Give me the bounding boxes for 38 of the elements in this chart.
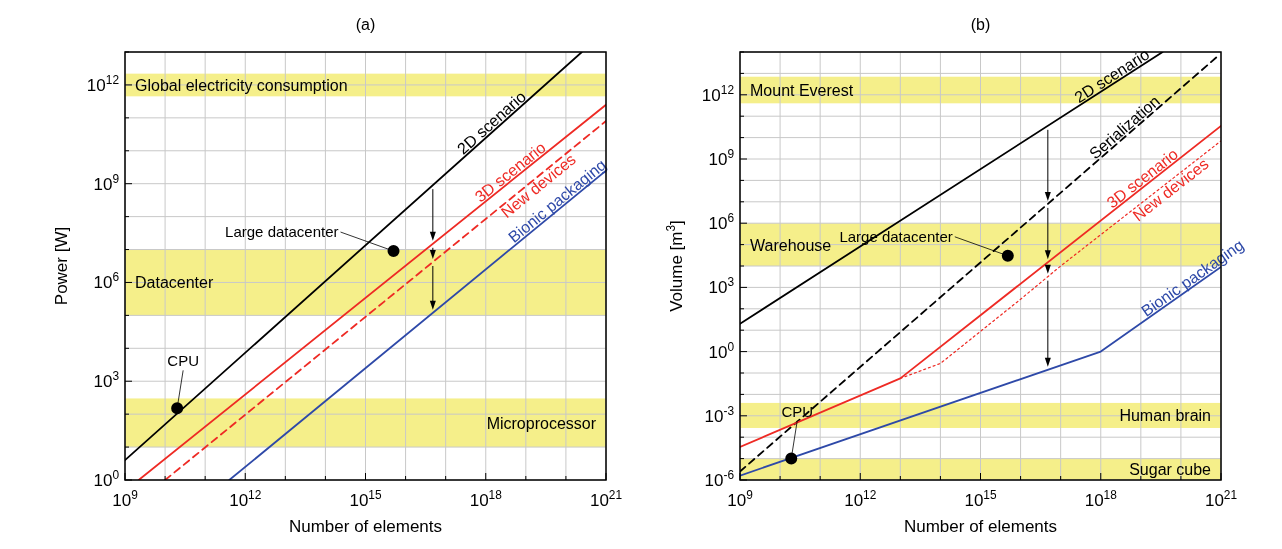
x-tick-label: 10$^{9}$ bbox=[112, 488, 139, 510]
band-label: Microprocessor bbox=[486, 414, 597, 432]
band-label: Sugar cube bbox=[1129, 461, 1212, 479]
chart-title: (a) bbox=[355, 16, 376, 33]
x-axis-title: Number of elements bbox=[288, 517, 443, 536]
x-tick-label: 10$^{15}$ bbox=[964, 488, 997, 510]
y-tick-label: 10$^{6}$ bbox=[93, 270, 120, 293]
x-tick-label: 10$^{21}$ bbox=[589, 488, 623, 510]
y-tick-label: 10$^{0}$ bbox=[708, 339, 735, 362]
x-tick-label: 10$^{18}$ bbox=[1084, 488, 1118, 510]
x-tick-label: 10$^{9}$ bbox=[727, 488, 754, 510]
x-tick-label: 10$^{21}$ bbox=[1204, 488, 1238, 510]
y-tick-label: 10$^{12}$ bbox=[701, 82, 735, 105]
band-label: Global electricity consumption bbox=[135, 76, 348, 94]
y-tick-label: 10$^{9}$ bbox=[93, 171, 120, 194]
band-label: Human brain bbox=[1119, 407, 1211, 425]
band-label: Datacenter bbox=[135, 274, 214, 292]
chart-title: (b) bbox=[970, 16, 991, 33]
y-tick-label: 10$^{3}$ bbox=[708, 275, 735, 298]
y-tick-label: 10$^{3}$ bbox=[93, 369, 120, 392]
x-tick-label: 10$^{18}$ bbox=[469, 488, 503, 510]
legend-label: Large datacenter bbox=[225, 223, 339, 241]
x-tick-label: 10$^{12}$ bbox=[844, 488, 877, 510]
x-tick-label: 10$^{15}$ bbox=[349, 488, 382, 510]
y-tick-label: 10$^{9}$ bbox=[708, 147, 735, 169]
band-label: Warehouse bbox=[750, 236, 832, 254]
text: CPU bbox=[781, 402, 814, 420]
y-tick-label: 10$^{6}$ bbox=[708, 211, 735, 234]
legend-label: Large datacenter bbox=[839, 227, 953, 245]
y-tick-label: 10$^{0}$ bbox=[93, 468, 120, 490]
x-tick-label: 10$^{12}$ bbox=[229, 488, 262, 510]
y-axis-title: Power [W] bbox=[52, 226, 71, 306]
y-tick-label: 10$^{12}$ bbox=[86, 72, 120, 95]
y-tick-label: 10$^{-3}$ bbox=[704, 403, 735, 426]
text: CPU bbox=[167, 352, 199, 370]
x-axis-title: Number of elements bbox=[903, 517, 1058, 536]
y-tick-label: 10$^{-6}$ bbox=[704, 468, 735, 490]
band-label: Mount Everest bbox=[750, 82, 854, 100]
